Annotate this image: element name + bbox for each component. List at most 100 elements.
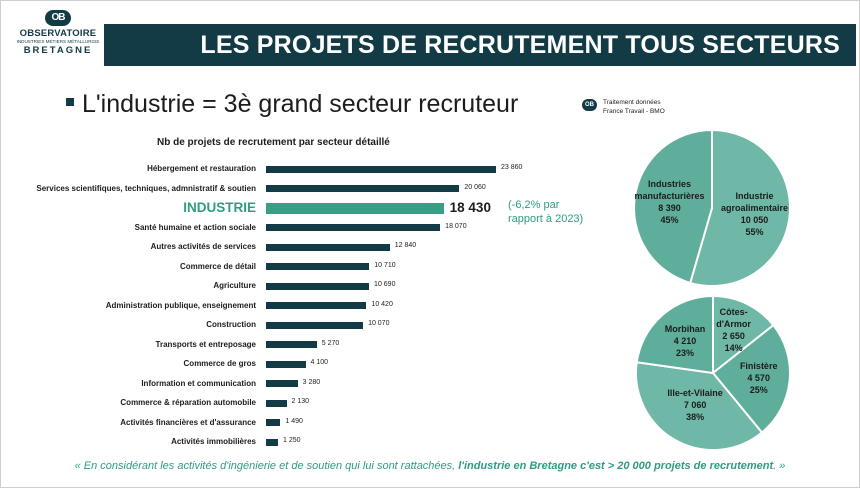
pie-slice-label-line: 7 060: [683, 400, 707, 411]
pie-slice-label-line: 4 570: [747, 372, 770, 383]
bar: [266, 282, 370, 290]
bar-label: Activités financières et d'assurance: [120, 417, 256, 427]
bar-label: Agriculture: [213, 281, 256, 290]
bar-value-label: 20 060: [464, 183, 486, 191]
pie-slice-label-line: 4 210: [673, 336, 697, 347]
bullet-square-icon: [66, 98, 74, 107]
bar: [266, 243, 390, 251]
pie-slice-label-line: 45%: [660, 214, 679, 225]
bar-label: Services scientifiques, techniques, admn…: [36, 183, 256, 193]
pie-slice-label-line: Industries: [648, 178, 692, 189]
pie-slice-label-line: 14%: [724, 343, 743, 354]
pie-chart-industry-type: [633, 128, 792, 287]
bar-label: Commerce de gros: [183, 359, 256, 368]
pie-slice-label-line: Industrie: [735, 191, 774, 202]
pie-slice-label: Industries manufacturières 8 390 45%: [635, 178, 705, 226]
bar-label: Autres activités de services: [150, 242, 256, 251]
pie-slice-label-line: Finistère: [739, 360, 778, 371]
pie-slice-label-line: Côtes-: [719, 307, 748, 318]
bar-label: Santé humaine et action sociale: [134, 222, 256, 232]
pie-slice: [633, 128, 713, 285]
bar: [266, 438, 279, 446]
pie-slice-label: Côtes-d'Armor 2 650 14%: [716, 306, 751, 354]
industry-change-annotation: (-6,2% par rapport à 2023): [508, 198, 583, 226]
bar-label: Activités immobilières: [171, 437, 256, 446]
bar-value-label: 10 420: [371, 300, 393, 308]
bar-label: Hébergement et restauration: [147, 164, 256, 173]
pie-slice-label-line: 2 650: [722, 331, 745, 342]
logo-title: OBSERVATOIRE: [19, 28, 97, 39]
pie-slice: [635, 361, 764, 451]
pie-slice-label-line: Ille-et-Vilaine: [667, 388, 723, 399]
pie-slice-label-line: 10 050: [740, 215, 769, 226]
annotation-line-1: (-6,2% par: [508, 199, 560, 211]
source-note: OB Traitement données France Travail - B…: [582, 98, 665, 116]
bar: [266, 224, 441, 231]
pie-slice-label: Ille-et-Vilaine 7 060 38%: [667, 387, 722, 423]
bar: [266, 341, 317, 348]
headline: L'industrie = 3è grand secteur recruteur: [66, 90, 518, 119]
footer-part-1: « En considérant les activités d'ingénie…: [74, 460, 459, 472]
footer-emphasis: l'industrie en Bretagne c'est > 20 000 p…: [458, 460, 774, 472]
pie-slice: [711, 323, 791, 434]
footer-quote: « En considérant les activités d'ingénie…: [0, 460, 860, 472]
source-line-1: Traitement données: [603, 99, 661, 106]
bar-value-label: 10 690: [374, 281, 396, 288]
bar: [266, 302, 367, 309]
logo-region: BRETAGNE: [23, 45, 93, 56]
bar-value-label: 10 070: [368, 320, 390, 327]
bar: [266, 419, 281, 426]
bar-label: Transports et entreposage: [155, 339, 256, 349]
bar: [266, 380, 298, 387]
bar-value-label: 2 130: [291, 398, 310, 405]
bar-label: Commerce & réparation automobile: [120, 398, 256, 407]
pie-slice-label-line: agroalimentaire: [720, 203, 788, 214]
pie-slice-label-line: 23%: [675, 348, 694, 359]
pie-slice-label-line: 25%: [749, 384, 768, 395]
bar-label: Construction: [206, 320, 256, 329]
pie-slice-label: Finistère 4 570 25%: [740, 360, 778, 396]
bar: [266, 399, 287, 407]
logo-mark: OB: [45, 10, 71, 26]
bar-value-label: 18 070: [445, 222, 467, 230]
bar: [266, 321, 364, 329]
pie-slice-label: Morbihan 4 210 23%: [665, 323, 706, 359]
bar: [266, 360, 306, 368]
bar: [266, 263, 370, 270]
pie-slice-label-line: 38%: [686, 412, 705, 423]
pie-slice: [688, 128, 792, 287]
bar-value-label: 4 100: [310, 359, 329, 366]
annotation-line-2: rapport à 2023): [508, 213, 584, 225]
bar-value-label: 10 710: [374, 261, 396, 269]
pie-chart-departments: [635, 294, 791, 451]
bar-value-label: 18 430: [449, 200, 491, 215]
bar: [266, 165, 496, 173]
bar-chart-title: Nb de projets de recrutement par secteur…: [157, 137, 390, 148]
pie-slice-label-line: d'Armor: [716, 319, 751, 330]
pie-slice-label-line: 55%: [745, 227, 764, 238]
bar-value-label: 12 840: [394, 242, 417, 249]
bar-value-label: 5 270: [321, 339, 340, 347]
bar-label: Information et communication: [141, 378, 256, 388]
bar-label-industrie: INDUSTRIE: [183, 200, 256, 215]
bar-value-label: 3 280: [302, 378, 321, 386]
title-banner: LES PROJETS DE RECRUTEMENT TOUS SECTEURS: [104, 24, 856, 66]
source-line-2: France Travail - BMO: [603, 108, 665, 115]
bar-value-label: 23 860: [501, 164, 523, 171]
footer-part-3: . »: [773, 460, 786, 472]
source-logo-icon: OB: [582, 99, 597, 111]
bar: [266, 185, 460, 192]
pie-slice: [712, 294, 775, 376]
bar-value-label: 1 250: [283, 437, 301, 444]
bar-industrie: [266, 202, 444, 214]
bar-label: Commerce de détail: [179, 261, 256, 271]
bar-label: Administration publique, enseignement: [105, 300, 256, 310]
pie-slice-label-line: manufacturières: [634, 190, 705, 201]
pie-slice-label: Industrie agroalimentaire 10 050 55%: [721, 190, 788, 238]
pie-slice-label-line: 8 390: [658, 202, 681, 213]
pie-slice-label-line: Morbihan: [664, 324, 706, 335]
bar-value-label: 1 490: [285, 417, 303, 425]
headline-text: L'industrie = 3è grand secteur recruteur: [82, 90, 519, 118]
logo-subtitle: INDUSTRIES MÉTIERS MÉTALLURGIE: [16, 39, 100, 44]
pie-slice: [635, 294, 714, 375]
